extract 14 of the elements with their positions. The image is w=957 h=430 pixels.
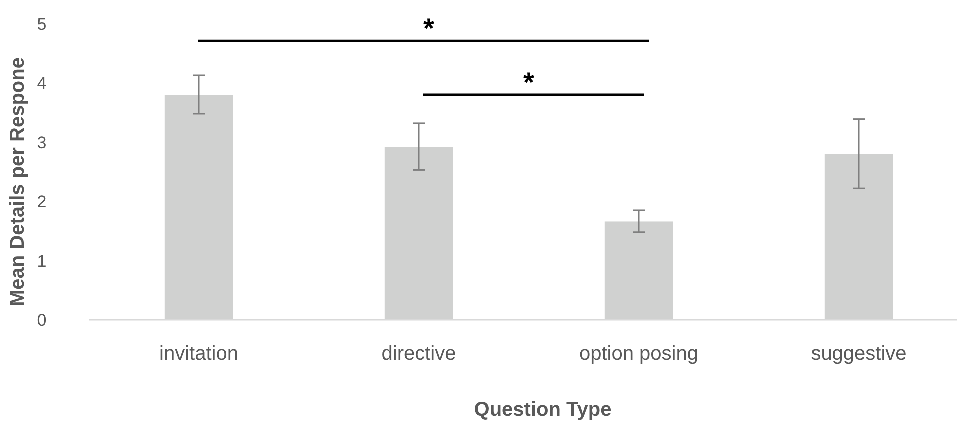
- x-axis-title: Question Type: [474, 399, 612, 421]
- y-tick-label: 0: [37, 310, 47, 330]
- annotation: *: [424, 13, 435, 44]
- annotation: *: [524, 67, 535, 98]
- y-axis-title: Mean Details per Respone: [7, 58, 29, 306]
- y-tick-label: 2: [37, 192, 47, 212]
- y-tick-label: 3: [37, 133, 47, 152]
- x-tick-label: option posing: [580, 343, 698, 365]
- x-tick-label: suggestive: [811, 343, 907, 365]
- x-tick-label: invitation: [160, 343, 238, 365]
- y-tick-label: 5: [37, 14, 47, 34]
- y-tick-label: 4: [37, 74, 47, 94]
- x-tick-label: directive: [382, 343, 456, 365]
- y-tick-label: 1: [37, 252, 47, 271]
